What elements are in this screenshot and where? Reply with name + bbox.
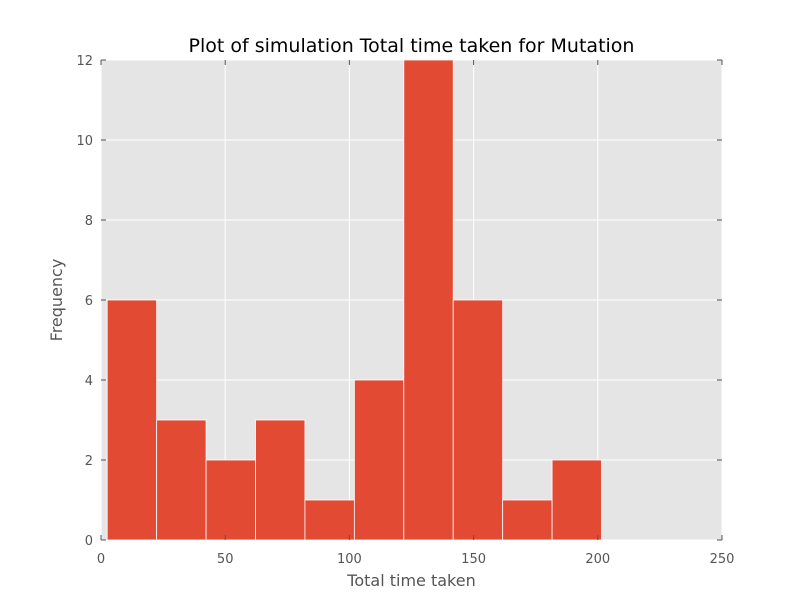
histogram-bar — [106, 299, 158, 541]
histogram-bar — [551, 459, 602, 541]
y-tick-label: 12 — [76, 54, 93, 69]
x-axis-label: Total time taken — [346, 571, 475, 590]
y-tick-label: 4 — [85, 374, 93, 389]
x-tick-label: 0 — [97, 552, 105, 567]
histogram-bar — [304, 499, 355, 541]
histogram-bar — [502, 499, 553, 541]
histogram-bar — [452, 299, 504, 541]
histogram-bar — [156, 419, 207, 541]
histogram-bar — [205, 459, 256, 541]
y-tick-label: 10 — [76, 134, 93, 149]
histogram-bar — [353, 379, 405, 541]
x-tick-label: 150 — [461, 552, 486, 567]
histogram-bar — [403, 59, 454, 541]
x-tick-label: 100 — [337, 552, 362, 567]
chart-title: Plot of simulation Total time taken for … — [189, 35, 635, 57]
x-tick-label: 250 — [710, 552, 735, 567]
y-tick-label: 0 — [85, 534, 93, 549]
axis-ticks: 0 50 100 150 200 250 0 2 4 6 8 10 12 — [76, 54, 734, 567]
histogram-bar — [255, 419, 306, 541]
x-tick-label: 50 — [217, 552, 234, 567]
y-tick-label: 6 — [85, 294, 93, 309]
y-tick-label: 2 — [85, 454, 93, 469]
bars — [106, 59, 602, 541]
y-tick-label: 8 — [85, 214, 93, 229]
y-axis-label: Frequency — [47, 259, 66, 342]
x-tick-label: 200 — [585, 552, 610, 567]
